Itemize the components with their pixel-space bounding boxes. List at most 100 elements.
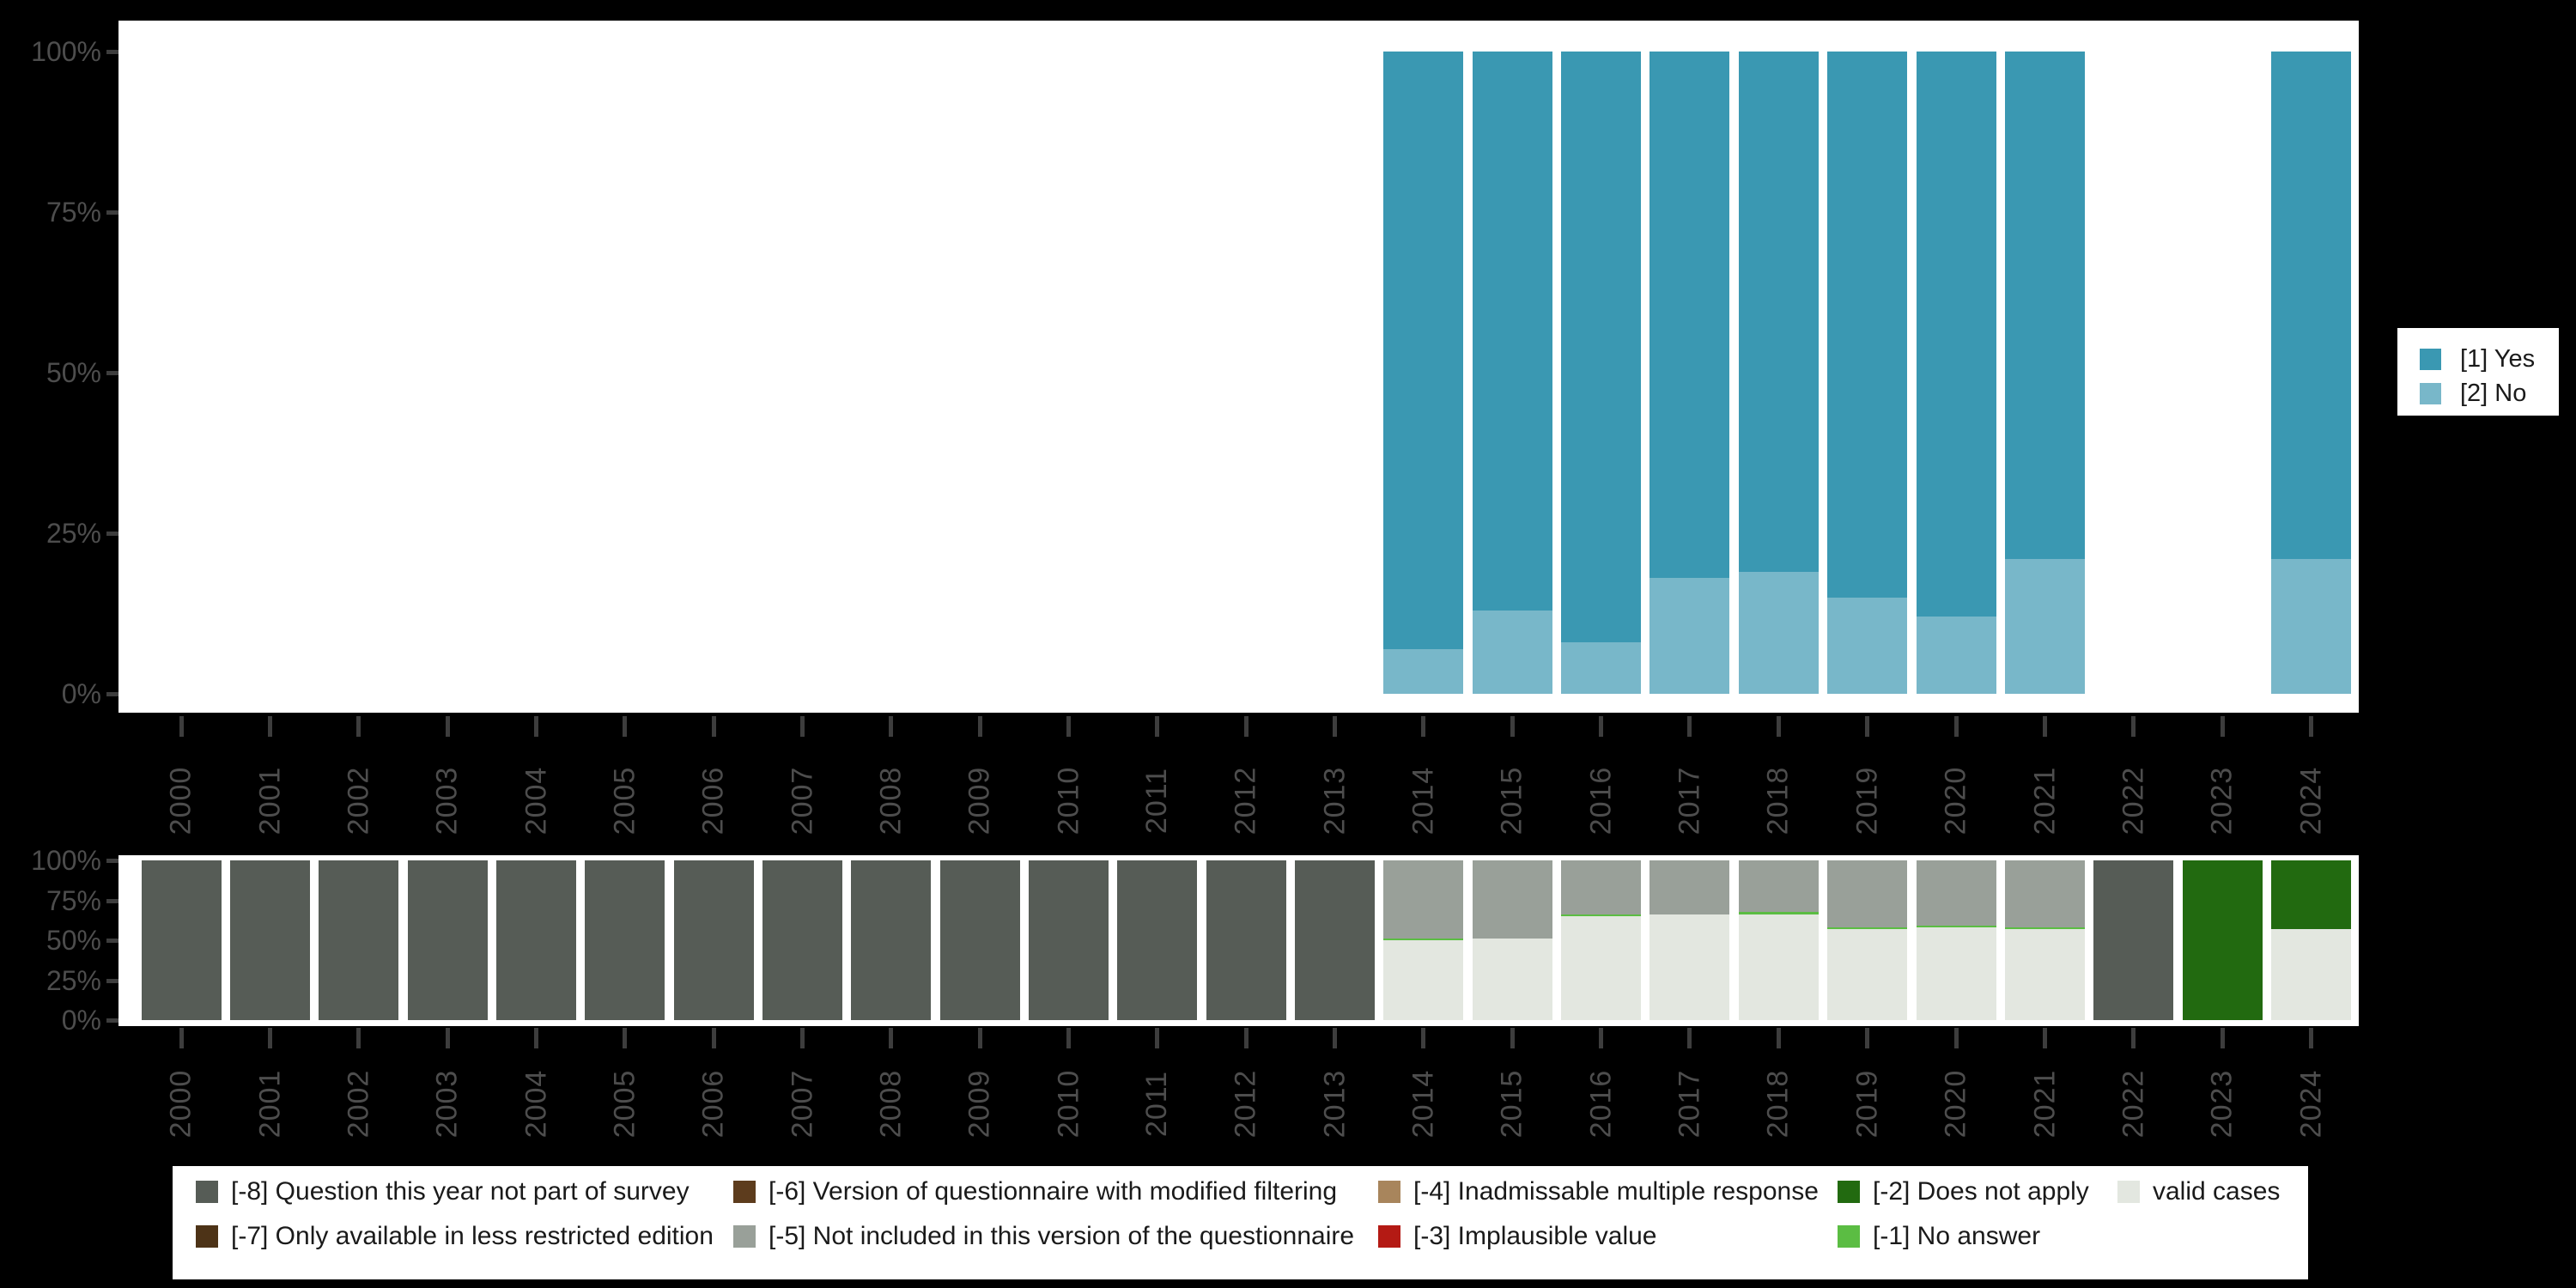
y-axis-label: 75% bbox=[46, 884, 101, 916]
y-axis-label: 0% bbox=[61, 678, 101, 709]
bar-segment bbox=[1827, 52, 1908, 598]
x-axis-tick bbox=[533, 1028, 538, 1048]
bar-segment bbox=[495, 860, 576, 1020]
bar-segment bbox=[1738, 914, 1819, 1020]
year-label: 2005 bbox=[608, 766, 641, 835]
y-axis-label: 25% bbox=[46, 518, 101, 549]
year-label: 2023 bbox=[2205, 766, 2239, 835]
x-axis-tick bbox=[1865, 1028, 1870, 1048]
bar-2006 bbox=[673, 860, 754, 1020]
legend-item: [-2] Does not apply bbox=[1838, 1177, 2089, 1206]
x-axis-tick bbox=[623, 1028, 628, 1048]
bar-2016 bbox=[1561, 52, 1642, 694]
x-axis-tick bbox=[1421, 716, 1426, 737]
year-label: 2017 bbox=[1673, 766, 1706, 835]
y-axis-tick bbox=[106, 859, 118, 863]
bar-2000 bbox=[141, 860, 222, 1020]
year-label: 2021 bbox=[2027, 1069, 2061, 1139]
bar-2003 bbox=[407, 860, 488, 1020]
year-label: 2002 bbox=[342, 766, 375, 835]
top-chart-legend: [1] Yes [2] No bbox=[2397, 328, 2559, 416]
legend-label: [-2] Does not apply bbox=[1873, 1177, 2089, 1206]
year-label: 2000 bbox=[164, 1069, 197, 1139]
x-axis-label-wrap: 2024 bbox=[2249, 1046, 2372, 1162]
x-axis-tick bbox=[889, 716, 894, 737]
legend-swatch bbox=[2420, 382, 2441, 404]
year-label: 2015 bbox=[1495, 1069, 1528, 1139]
x-axis-tick bbox=[445, 1028, 450, 1048]
bar-segment bbox=[2270, 928, 2351, 1020]
bar-segment bbox=[1649, 860, 1730, 915]
bar-2010 bbox=[1029, 860, 1109, 1020]
year-label: 2013 bbox=[1318, 1069, 1352, 1139]
bar-segment bbox=[1738, 52, 1819, 572]
bar-segment bbox=[1206, 860, 1286, 1020]
x-axis-tick bbox=[445, 716, 450, 737]
x-axis-tick bbox=[2042, 716, 2047, 737]
bar-2014 bbox=[1383, 52, 1464, 694]
bar-segment bbox=[1916, 927, 1996, 1020]
bar-segment bbox=[939, 860, 1020, 1020]
year-label: 2022 bbox=[2117, 1069, 2150, 1139]
bar-segment bbox=[2270, 52, 2351, 559]
legend-label: [-3] Implausible value bbox=[1413, 1222, 1657, 1250]
legend-label: [-6] Version of questionnaire with modif… bbox=[769, 1177, 1338, 1206]
year-label: 2023 bbox=[2205, 1069, 2239, 1139]
year-label: 2017 bbox=[1673, 1069, 1706, 1139]
bar-2017 bbox=[1649, 860, 1730, 1020]
legend-item: valid cases bbox=[2117, 1177, 2281, 1206]
year-label: 2021 bbox=[2027, 766, 2061, 835]
bar-segment bbox=[1827, 597, 1908, 694]
legend-swatch bbox=[1838, 1225, 1860, 1248]
bar-segment bbox=[2004, 558, 2085, 694]
y-axis-tick bbox=[106, 1018, 118, 1023]
x-axis-tick bbox=[1510, 716, 1515, 737]
legend-label: valid cases bbox=[2153, 1177, 2281, 1206]
bar-segment bbox=[141, 860, 222, 1020]
bottom-chart-plot-area bbox=[118, 855, 2359, 1026]
year-label: 2009 bbox=[963, 766, 996, 835]
x-axis-tick bbox=[1243, 716, 1249, 737]
y-axis-tick bbox=[106, 532, 118, 536]
y-axis-label: 75% bbox=[46, 197, 101, 228]
year-label: 2013 bbox=[1318, 766, 1352, 835]
legend-label: [-5] Not included in this version of the… bbox=[769, 1222, 1355, 1250]
x-axis-tick bbox=[1599, 716, 1604, 737]
year-label: 2012 bbox=[1229, 1069, 1262, 1139]
y-axis-tick bbox=[106, 898, 118, 903]
legend-swatch bbox=[2117, 1181, 2140, 1203]
bar-2024 bbox=[2270, 860, 2351, 1020]
bar-segment bbox=[1827, 860, 1908, 928]
x-axis-tick bbox=[1155, 1028, 1160, 1048]
year-label: 2004 bbox=[519, 1069, 552, 1139]
x-axis-tick bbox=[2131, 1028, 2136, 1048]
legend-item: [-8] Question this year not part of surv… bbox=[196, 1177, 690, 1206]
bar-2007 bbox=[762, 860, 842, 1020]
year-label: 2019 bbox=[1850, 766, 1884, 835]
x-axis-tick bbox=[2308, 1028, 2313, 1048]
legend-swatch bbox=[196, 1181, 218, 1203]
year-label: 2024 bbox=[2293, 1069, 2327, 1139]
year-label: 2009 bbox=[963, 1069, 996, 1139]
bar-segment bbox=[1916, 52, 1996, 617]
y-axis-label: 25% bbox=[46, 964, 101, 996]
bar-segment bbox=[1561, 860, 1642, 915]
bar-2023 bbox=[2182, 860, 2263, 1020]
x-axis-tick bbox=[1865, 716, 1870, 737]
year-label: 2014 bbox=[1406, 1069, 1440, 1139]
legend-swatch bbox=[733, 1225, 756, 1248]
year-label: 2019 bbox=[1850, 1069, 1884, 1139]
legend-swatch bbox=[1378, 1225, 1400, 1248]
bar-segment bbox=[1649, 52, 1730, 579]
year-label: 2010 bbox=[1051, 1069, 1084, 1139]
year-label: 2005 bbox=[608, 1069, 641, 1139]
year-label: 2003 bbox=[430, 1069, 464, 1139]
bar-2005 bbox=[585, 860, 665, 1020]
year-label: 2010 bbox=[1051, 766, 1084, 835]
bar-2024 bbox=[2270, 52, 2351, 694]
year-label: 2024 bbox=[2293, 766, 2327, 835]
x-axis-tick bbox=[179, 1028, 184, 1048]
x-axis-tick bbox=[2308, 716, 2313, 737]
bar-segment bbox=[673, 860, 754, 1020]
legend-swatch bbox=[2420, 348, 2441, 370]
